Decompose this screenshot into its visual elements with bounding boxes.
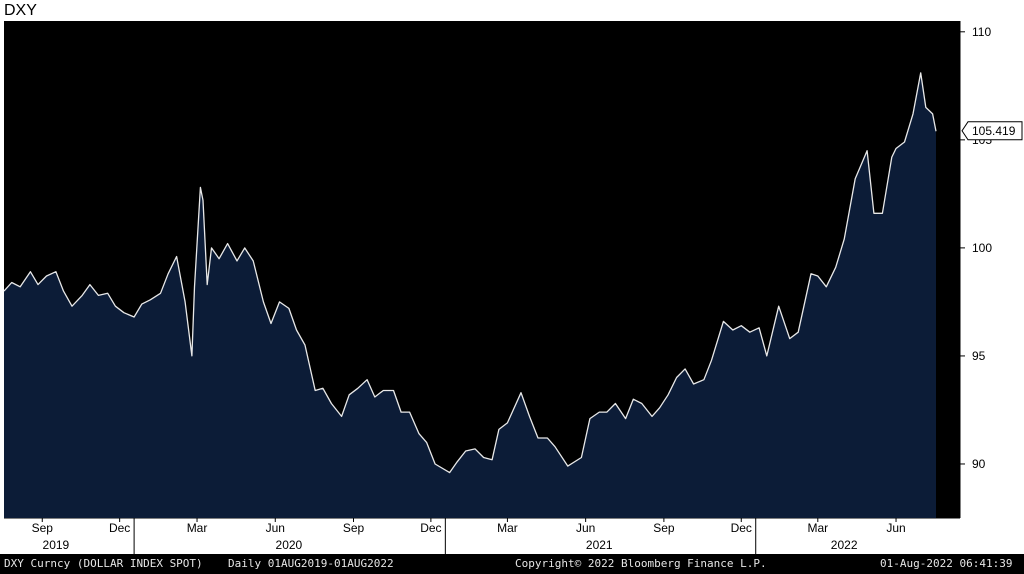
last-value-tag: 105.419 [961, 121, 1023, 141]
footer-timestamp: 01-Aug-2022 06:41:39 [880, 557, 1013, 570]
x-tick-label: Jun [266, 521, 285, 535]
footer-copyright: Copyright© 2022 Bloomberg Finance L.P. [515, 557, 767, 570]
year-label: 2021 [586, 538, 613, 552]
x-tick-label: Sep [653, 521, 675, 535]
footer-ticker: DXY Curncy (DOLLAR INDEX SPOT) [4, 557, 203, 570]
x-tick-label: Mar [187, 521, 208, 535]
y-axis: 9095100105110 [960, 25, 992, 471]
x-tick-label: Dec [109, 521, 130, 535]
x-tick-label: Mar [807, 521, 828, 535]
year-label: 2020 [276, 538, 303, 552]
x-tick-label: Sep [343, 521, 365, 535]
x-tick-label: Dec [731, 521, 752, 535]
x-tick-label: Mar [497, 521, 518, 535]
y-tick-label: 95 [972, 349, 986, 363]
x-tick-label: Sep [32, 521, 54, 535]
footer-bar: DXY Curncy (DOLLAR INDEX SPOT) Daily 01A… [0, 554, 1024, 574]
x-axis: Sep Dec Mar Jun Sep Dec Mar Jun Sep Dec Mar Jun 2019… [32, 518, 906, 554]
x-tick-label: Jun [886, 521, 905, 535]
x-tick-label: Dec [420, 521, 441, 535]
last-value-label: 105.419 [972, 124, 1016, 138]
dxy-chart: Sep Dec Mar Jun Sep Dec Mar Jun Sep Dec Mar Jun 2019… [3, 21, 1023, 554]
y-tick-label: 90 [972, 457, 986, 471]
y-tick-label: 100 [972, 241, 992, 255]
x-tick-label: Jun [576, 521, 595, 535]
series-line [3, 72, 937, 474]
y-tick-label: 110 [972, 25, 991, 39]
year-label: 2022 [831, 538, 858, 552]
year-label: 2019 [43, 538, 70, 552]
last-value-tag-shape [961, 121, 1023, 141]
series-group [3, 72, 937, 519]
footer-range: Daily 01AUG2019-01AUG2022 [228, 557, 394, 570]
chart-title: DXY [4, 2, 37, 19]
series-area [4, 72, 936, 519]
